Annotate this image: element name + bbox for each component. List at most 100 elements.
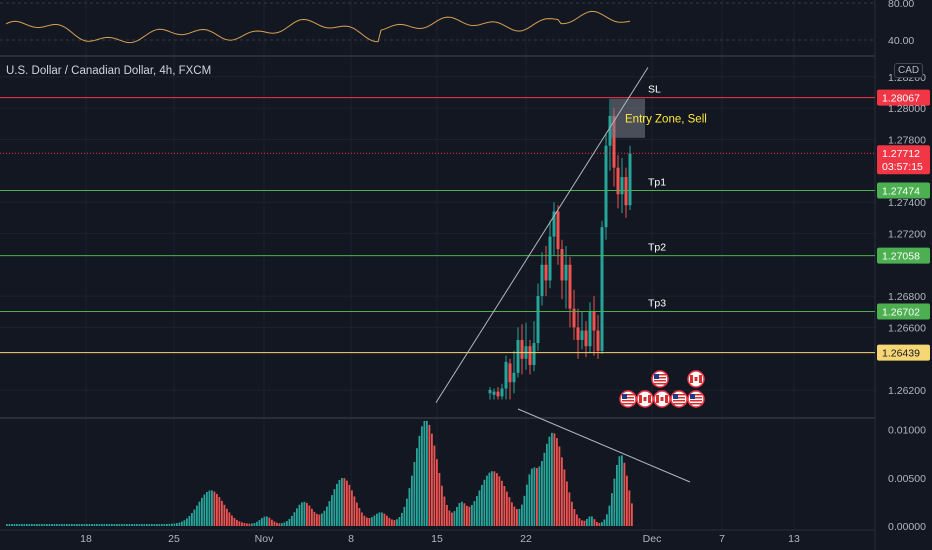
histogram-bar [93,524,96,526]
histogram-bar [631,503,633,526]
us-flag-icon[interactable] [651,370,669,388]
histogram-bar [258,520,261,526]
candle-body [556,211,560,250]
flag-stripe [690,403,702,405]
histogram-bar [48,524,51,526]
histogram-bar [26,524,28,526]
entry-zone-label: Entry Zone, Sell [625,113,707,125]
histogram-bar [391,519,393,526]
histogram-bar [408,488,411,526]
histogram-bar [153,524,156,526]
histogram-bar [83,524,86,526]
histogram-bar [126,524,128,526]
candle-body [492,391,496,395]
histogram-bar [191,513,193,526]
histogram-bar [601,522,603,526]
histogram-bar [591,516,593,526]
histogram-bar [628,490,631,526]
flag-stripe [654,374,666,376]
time-tick-label: 18 [80,533,92,545]
histogram-bar [16,524,18,526]
currency-badge[interactable]: CAD [894,63,924,78]
ca-flag-icon[interactable] [636,390,654,408]
histogram-bar [608,505,611,526]
histogram-bar [103,524,106,526]
histogram-bar [431,433,433,526]
sl-price-badge [877,89,930,106]
tp3-level-label: Tp3 [648,297,666,309]
histogram-bar [196,505,198,526]
histogram-bar [326,506,328,526]
tp3-price-badge [877,303,930,320]
candle-body [504,361,508,389]
histogram-bar [476,496,478,526]
histogram-bar [163,524,166,526]
trend-lines[interactable] [435,67,691,483]
time-axis[interactable]: 18 25 Nov 8 15 22 Dec 7 13 [0,529,875,545]
ca-flag-icon[interactable] [653,390,671,408]
candle-body [620,177,624,195]
histogram-bar [583,520,586,526]
time-tick-label: 8 [348,533,354,545]
histogram-bar [156,524,158,526]
level-lines[interactable]: SL Tp1 Tp2 Tp3 [0,84,875,354]
histogram-bar [471,504,473,526]
histogram-bar [121,524,123,526]
histogram-bar [161,524,163,526]
histogram-bar [51,524,53,526]
histogram-bar [58,524,61,526]
histogram-bar [181,521,183,526]
last-price-text: 1.27712 [882,148,920,160]
histogram-bar [141,524,143,526]
rsi-tick-label: 80.00 [888,0,914,10]
histogram-bar [298,504,301,526]
histogram-pane [6,420,633,526]
histogram-bar [536,468,538,526]
histogram-bar [366,517,368,526]
price-tick-label: 1.28000 [888,103,926,115]
flag-stripe [654,380,666,382]
histogram-bar [193,509,196,526]
price-axis[interactable]: 80.00 40.00 1.28067 1.27474 1.27058 1.26702 1.… [877,0,930,533]
economic-events[interactable] [619,370,705,408]
histogram-bar [91,524,93,526]
histogram-bar [173,523,176,526]
candle-body [608,115,612,146]
flag-leaf [660,397,664,401]
histogram-bar [376,513,378,526]
histogram-bar [108,524,111,526]
histogram-bar [36,524,38,526]
us-flag-icon[interactable] [619,390,637,408]
histogram-bar [533,467,536,526]
candle-body [604,145,608,228]
ca-flag-icon[interactable] [687,370,705,388]
histogram-bar [73,524,76,526]
histogram-bar [111,524,113,526]
histogram-bar [561,457,563,526]
histogram-bar [383,513,386,526]
histogram-bar [448,510,451,526]
candles [488,98,632,400]
histogram-bar [373,515,376,526]
candle-body [596,330,600,351]
histogram-bar [186,518,188,526]
histogram-bar [353,496,356,526]
histogram-bar [183,520,186,526]
histogram-bar [231,515,233,526]
histogram-bar [81,524,83,526]
histogram-bar [461,501,463,526]
entry-zone[interactable]: Entry Zone, Sell [611,98,707,138]
us-flag-icon[interactable] [687,390,705,408]
time-tick-label: 22 [520,533,532,545]
candle-body [540,264,544,297]
time-tick-label: Dec [643,533,662,545]
histogram-bar [503,485,506,526]
histogram-bar [323,510,326,526]
flag-band [656,395,659,403]
candle-body [560,249,564,281]
time-tick-label: 15 [431,533,443,545]
candle-body [580,330,584,340]
histogram-bar [546,443,548,526]
us-flag-icon[interactable] [670,390,688,408]
